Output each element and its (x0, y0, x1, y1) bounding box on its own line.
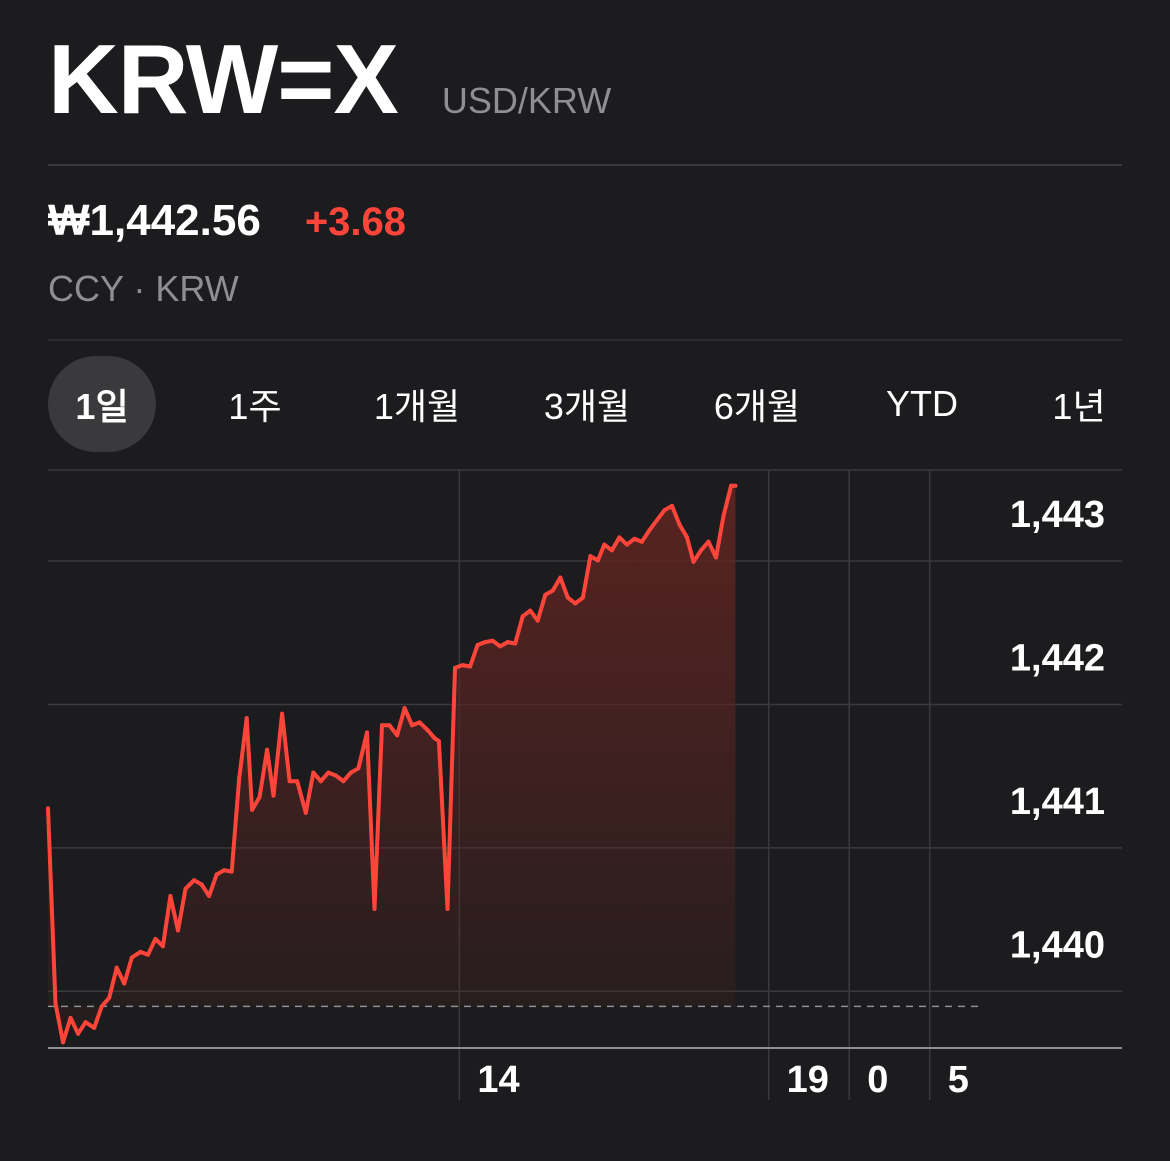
tab-6m[interactable]: 6개월 (713, 386, 801, 427)
tabs-divider (48, 339, 1122, 341)
y-tick-label: 1,441 (1010, 781, 1105, 823)
tab-1w[interactable]: 1주 (228, 386, 282, 427)
x-tick-label: 0 (867, 1059, 888, 1101)
instrument-meta: CCY · KRW (48, 268, 239, 309)
y-tick-label: 1,442 (1010, 637, 1105, 679)
chart-area-fill (48, 485, 736, 1043)
header-divider (48, 164, 1122, 166)
x-tick-label: 5 (948, 1059, 969, 1101)
current-price: ₩1,442.56 (48, 196, 261, 245)
y-tick-label: 1,440 (1010, 924, 1105, 966)
x-tick-label: 19 (787, 1059, 829, 1101)
price-change: +3.68 (304, 200, 407, 244)
tab-1m[interactable]: 1개월 (373, 386, 461, 427)
price-chart[interactable]: 1,443 1,442 1,441 1,440 14 19 0 5 (0, 460, 1170, 1120)
tab-1d[interactable]: 1일 (48, 356, 156, 452)
tab-1y[interactable]: 1년 (1052, 386, 1106, 427)
x-tick-label: 14 (477, 1059, 519, 1101)
range-tabs: 1일 1주 1개월 3개월 6개월 YTD 1년 (48, 356, 1122, 452)
price-line (46, 483, 738, 1045)
y-tick-label: 1,443 (1010, 494, 1105, 536)
tab-ytd[interactable]: YTD (886, 383, 958, 424)
ticker-symbol: KRW=X (48, 24, 399, 134)
quote-header: KRW=X USD/KRW (48, 30, 611, 128)
currency-pair: USD/KRW (441, 80, 612, 121)
tab-3m[interactable]: 3개월 (543, 386, 631, 427)
price-row: ₩1,442.56 +3.68 (48, 196, 406, 246)
